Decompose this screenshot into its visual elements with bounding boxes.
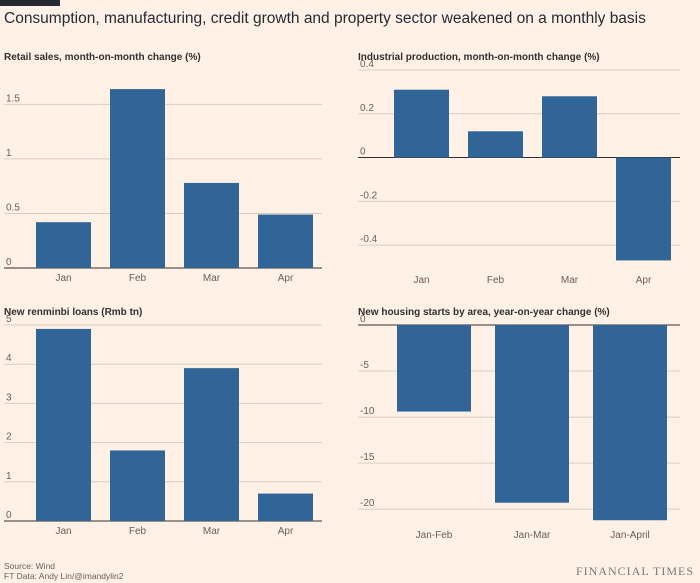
y-tick-label: 0.2 <box>360 103 374 114</box>
x-tick-label: Apr <box>278 273 294 284</box>
credit-line: FT Data: Andy Lin/@imandylin2 <box>4 571 124 581</box>
x-tick-label: Apr <box>278 526 294 537</box>
y-tick-label: -0.4 <box>360 234 378 245</box>
x-tick-label: Jan <box>413 275 429 286</box>
chart-title-retail-sales: Retail sales, month-on-month change (%) <box>4 52 201 63</box>
x-tick-label: Apr <box>636 275 652 286</box>
y-tick-label: 0 <box>6 510 12 521</box>
x-tick-label: Mar <box>203 526 221 537</box>
x-tick-label: Jan <box>55 273 71 284</box>
x-tick-label: Mar <box>203 273 221 284</box>
y-tick-label: 0.4 <box>360 59 374 70</box>
bar-mar <box>184 182 239 268</box>
x-tick-label: Feb <box>487 275 505 286</box>
y-tick-label: 0 <box>360 314 366 325</box>
chart-title-industrial-production: Industrial production, month-on-month ch… <box>358 52 600 63</box>
bar-jan-feb <box>397 325 471 412</box>
y-tick-label: -20 <box>360 498 375 509</box>
x-tick-label: Jan <box>55 526 71 537</box>
ft-wordmark: FINANCIAL TIMES <box>575 564 694 578</box>
bar-jan <box>394 89 449 158</box>
brand-bar <box>0 0 60 6</box>
y-tick-label: 1 <box>6 471 12 482</box>
bar-feb <box>110 89 165 268</box>
y-tick-label: -15 <box>360 452 375 463</box>
x-tick-label: Feb <box>129 273 147 284</box>
y-tick-label: 4 <box>6 353 12 364</box>
bar-feb <box>110 450 165 521</box>
x-tick-label: Jan-Mar <box>514 530 551 541</box>
y-tick-label: 5 <box>6 314 12 325</box>
bar-jan-mar <box>495 325 569 503</box>
bar-jan-april <box>593 325 667 521</box>
y-tick-label: 0 <box>6 257 12 268</box>
y-tick-label: 1.5 <box>6 93 20 104</box>
x-tick-label: Jan-Feb <box>416 530 453 541</box>
y-tick-label: 3 <box>6 392 12 403</box>
y-tick-label: -5 <box>360 360 369 371</box>
bar-jan <box>36 222 91 268</box>
y-tick-label: 0 <box>360 147 366 158</box>
chart-title-housing-starts: New housing starts by area, year-on-year… <box>358 307 610 318</box>
y-tick-label: -0.2 <box>360 190 378 201</box>
x-tick-label: Jan-April <box>610 530 649 541</box>
bar-apr <box>616 157 671 261</box>
source-line: Source: Wind <box>4 561 56 571</box>
x-tick-label: Mar <box>561 275 579 286</box>
y-tick-label: 0.5 <box>6 202 20 213</box>
source-note: Source: Wind FT Data: Andy Lin/@imandyli… <box>4 561 124 581</box>
bar-apr <box>258 214 313 268</box>
y-tick-label: 1 <box>6 148 12 159</box>
y-tick-label: 2 <box>6 432 12 443</box>
bar-mar <box>542 96 597 158</box>
bar-jan <box>36 328 91 521</box>
chart-title-renminbi-loans: New renminbi loans (Rmb tn) <box>4 307 143 318</box>
y-tick-label: -10 <box>360 406 375 417</box>
bar-mar <box>184 368 239 521</box>
x-tick-label: Feb <box>129 526 147 537</box>
bar-apr <box>258 493 313 521</box>
page-title: Consumption, manufacturing, credit growt… <box>4 10 646 27</box>
bar-feb <box>468 131 523 158</box>
